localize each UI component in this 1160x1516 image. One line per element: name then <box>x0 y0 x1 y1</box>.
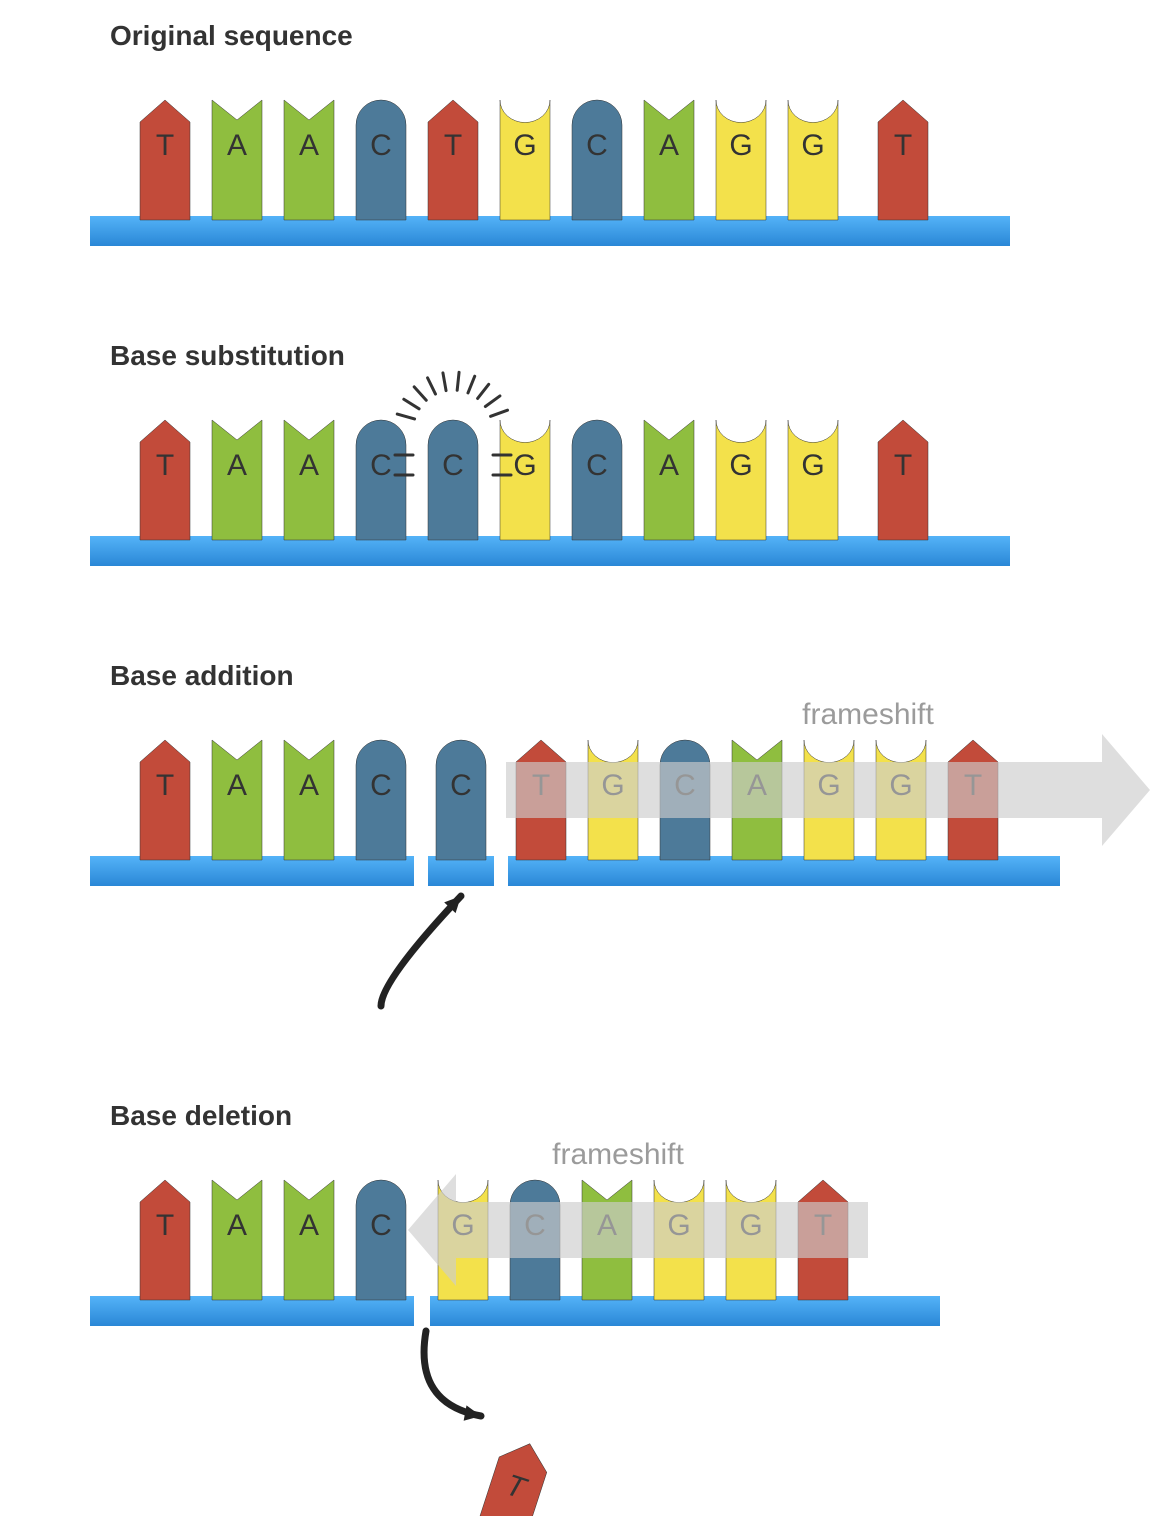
base-letter: G <box>801 449 824 482</box>
base-letter: A <box>227 1209 247 1242</box>
backbone-segment <box>428 856 494 886</box>
insertion-arrow <box>381 896 461 1006</box>
panel-svg: TAACCTGCAGGTframeshift <box>0 640 1160 1080</box>
highlight-ray <box>468 376 475 393</box>
base-letter: A <box>659 449 679 482</box>
base-letter: C <box>370 449 392 482</box>
base-letter: G <box>513 129 536 162</box>
highlight-ray <box>491 410 508 416</box>
base-letter: G <box>801 129 824 162</box>
highlight-ray <box>414 387 426 400</box>
panel-title: Base substitution <box>110 340 345 372</box>
highlight-ray <box>457 372 459 390</box>
backbone-segment <box>90 216 1010 246</box>
base-letter: T <box>156 449 174 482</box>
base-letter: C <box>442 449 464 482</box>
base-letter: A <box>227 449 247 482</box>
highlight-ray <box>428 378 436 394</box>
base-letter: T <box>156 129 174 162</box>
panel-title: Base deletion <box>110 1100 292 1132</box>
base-letter: G <box>513 449 536 482</box>
highlight-ray <box>397 414 414 419</box>
backbone-segment <box>430 1296 940 1326</box>
deletion-arrow <box>424 1331 481 1416</box>
backbone-segment <box>90 536 1010 566</box>
base-letter: G <box>729 129 752 162</box>
base-letter: C <box>370 1209 392 1242</box>
highlight-ray <box>485 396 500 407</box>
base-letter: A <box>299 769 319 802</box>
base-letter: C <box>586 449 608 482</box>
highlight-ray <box>404 399 419 409</box>
deleted-base-group: T <box>450 1432 565 1516</box>
highlight-ray <box>478 384 489 398</box>
base-letter: T <box>894 449 912 482</box>
base-letter: T <box>444 129 462 162</box>
backbone-segment <box>90 1296 414 1326</box>
panel-original: Original sequence T A A C T G C A G G T <box>0 0 1160 320</box>
base-letter: A <box>299 449 319 482</box>
base-letter: C <box>586 129 608 162</box>
base-letter: T <box>156 769 174 802</box>
base-letter: A <box>659 129 679 162</box>
panel-title: Original sequence <box>110 20 353 52</box>
base-letter: C <box>370 129 392 162</box>
backbone-segment <box>90 856 414 886</box>
frameshift-label: frameshift <box>802 698 934 731</box>
panel-svg: TAACGCAGGTframeshiftT <box>0 1080 1160 1516</box>
base-letter: T <box>156 1209 174 1242</box>
base-letter: T <box>894 129 912 162</box>
backbone-segment <box>508 856 1060 886</box>
base-letter: A <box>227 769 247 802</box>
panel-addition: Base additionTAACCTGCAGGTframeshift <box>0 640 1160 1080</box>
base-letter: A <box>299 129 319 162</box>
base-letter: C <box>450 769 472 802</box>
base-letter: G <box>729 449 752 482</box>
base-letter: A <box>227 129 247 162</box>
base-letter: C <box>370 769 392 802</box>
highlight-ray <box>443 373 446 391</box>
frameshift-label: frameshift <box>552 1138 684 1171</box>
base-letter: A <box>299 1209 319 1242</box>
panel-deletion: Base deletionTAACGCAGGTframeshiftT <box>0 1080 1160 1516</box>
panel-substitution: Base substitution T A A C C G C A G G T <box>0 320 1160 640</box>
panel-title: Base addition <box>110 660 294 692</box>
